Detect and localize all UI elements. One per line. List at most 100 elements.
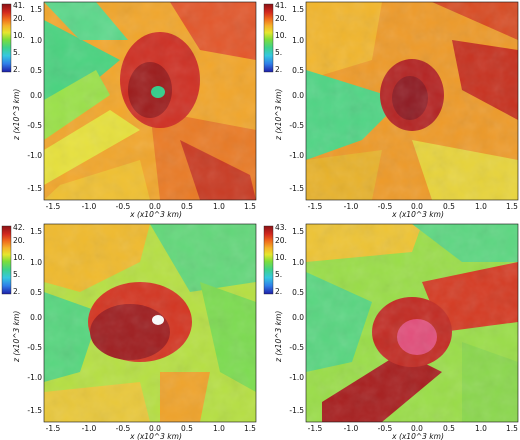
y-tick-label: -0.5	[289, 343, 304, 352]
y-tick-label: 1.5	[292, 227, 304, 236]
x-tick-label: 0.0	[149, 424, 161, 433]
x-tick-label: -1.0	[344, 202, 359, 211]
y-tick-label: 1.5	[292, 5, 304, 14]
colorbar-tick: 5.	[13, 48, 20, 57]
x-tick-label: -1.5	[308, 202, 323, 211]
colorbar-max-label: 41.	[275, 1, 287, 10]
density-field	[44, 224, 256, 422]
y-axis: 1.5 1.0 0.5 0.0 -0.5 -1.0 -1.5 z (x10^3 …	[12, 227, 42, 415]
y-tick-label: 1.0	[292, 258, 304, 267]
simulation-panel: 41. 20. 10. 5. 2. 1.5 1.0 0.5 0.0 -0.5 -…	[262, 0, 520, 219]
x-tick-label: -1.5	[46, 202, 61, 211]
colorbar-tick: 5.	[13, 270, 20, 279]
y-tick-label: -1.0	[27, 151, 42, 160]
y-tick-label: -0.5	[27, 343, 42, 352]
colorbar-tick: 20.	[13, 14, 25, 23]
y-tick-label: -1.0	[289, 151, 304, 160]
y-axis-title: z (x10^3 km)	[274, 89, 283, 141]
colorbar-tick: 10.	[13, 31, 25, 40]
y-tick-label: -1.5	[289, 184, 304, 193]
colorbar	[263, 3, 274, 73]
y-tick-label: -1.5	[27, 406, 42, 415]
x-tick-label: 1.5	[244, 202, 256, 211]
x-axis: -1.5 -1.0 -0.5 0.0 0.5 1.0 1.5 x (x10^3 …	[308, 202, 519, 219]
colorbar	[1, 3, 12, 73]
x-tick-label: 1.0	[213, 202, 225, 211]
density-field	[44, 2, 256, 200]
y-tick-label: 0.5	[30, 66, 42, 75]
x-tick-label: 1.5	[244, 424, 256, 433]
x-axis: -1.5 -1.0 -0.5 0.0 0.5 1.0 1.5 x (x10^3 …	[308, 424, 519, 440]
y-tick-label: -1.0	[27, 373, 42, 382]
x-tick-label: 1.5	[506, 424, 518, 433]
x-tick-label: 0.5	[181, 202, 193, 211]
y-tick-label: -1.5	[289, 406, 304, 415]
y-tick-label: 1.5	[30, 5, 42, 14]
x-tick-label: -1.5	[46, 424, 61, 433]
x-axis-title: x (x10^3 km)	[391, 210, 444, 219]
y-axis-title: z (x10^3 km)	[274, 311, 283, 363]
x-tick-label: 1.0	[213, 424, 225, 433]
y-tick-label: 0.0	[30, 91, 42, 100]
y-tick-label: 0.5	[292, 288, 304, 297]
y-tick-label: 1.0	[292, 36, 304, 45]
x-axis-title: x (x10^3 km)	[391, 432, 444, 440]
y-axis-title: z (x10^3 km)	[12, 89, 21, 141]
x-tick-label: 1.0	[475, 424, 487, 433]
y-tick-label: 1.0	[30, 258, 42, 267]
y-axis: 1.5 1.0 0.5 0.0 -0.5 -1.0 -1.5 z (x10^3 …	[12, 5, 42, 193]
colorbar-tick: 20.	[275, 14, 287, 23]
colorbar-max-label: 43.	[275, 223, 287, 232]
x-tick-label: -1.5	[308, 424, 323, 433]
x-tick-label: -1.0	[82, 202, 97, 211]
x-axis: -1.5 -1.0 -0.5 0.0 0.5 1.0 1.5 x (x10^3 …	[46, 202, 257, 219]
x-tick-label: -1.0	[82, 424, 97, 433]
y-tick-label: 0.5	[292, 66, 304, 75]
x-axis-title: x (x10^3 km)	[129, 432, 182, 440]
x-tick-label: 0.0	[149, 202, 161, 211]
x-tick-label: -0.5	[116, 424, 131, 433]
colorbar-tick: 20.	[13, 236, 25, 245]
y-tick-label: 0.5	[30, 288, 42, 297]
x-tick-label: 0.5	[443, 202, 455, 211]
y-tick-label: -0.5	[289, 121, 304, 130]
colorbar-tick: 2.	[275, 287, 282, 296]
simulation-panel: 43. 20. 10. 5. 2. 1.5 1.0 0.5 0.0 -0.5 -…	[262, 222, 520, 440]
density-field	[306, 2, 518, 200]
y-tick-label: -1.5	[27, 184, 42, 193]
y-tick-label: 0.0	[30, 313, 42, 322]
colorbar-max-label: 42.	[13, 223, 25, 232]
x-tick-label: -1.0	[344, 424, 359, 433]
colorbar-tick: 2.	[13, 65, 20, 74]
x-axis: -1.5 -1.0 -0.5 0.0 0.5 1.0 1.5 x (x10^3 …	[46, 424, 257, 440]
x-tick-label: -0.5	[378, 202, 393, 211]
x-tick-label: 0.0	[411, 202, 423, 211]
x-tick-label: 0.0	[411, 424, 423, 433]
density-field	[306, 224, 518, 422]
colorbar-tick: 2.	[275, 65, 282, 74]
x-tick-label: 1.0	[475, 202, 487, 211]
simulation-panel: 41. 20. 10. 5. 2. 1.5 1.0 0.5 0.0 -0.5 -…	[0, 0, 258, 219]
y-tick-label: 1.5	[30, 227, 42, 236]
x-tick-label: -0.5	[378, 424, 393, 433]
x-tick-label: 1.5	[506, 202, 518, 211]
colorbar-max-label: 41.	[13, 1, 25, 10]
x-tick-label: 0.5	[443, 424, 455, 433]
simulation-panel: 42. 20. 10. 5. 2. 1.5 1.0 0.5 0.0 -0.5 -…	[0, 222, 258, 440]
x-tick-label: 0.5	[181, 424, 193, 433]
x-axis-title: x (x10^3 km)	[129, 210, 182, 219]
y-axis: 1.5 1.0 0.5 0.0 -0.5 -1.0 -1.5 z (x10^3 …	[274, 5, 304, 193]
colorbar	[263, 225, 274, 295]
x-tick-label: -0.5	[116, 202, 131, 211]
y-tick-label: -0.5	[27, 121, 42, 130]
y-tick-label: 0.0	[292, 313, 304, 322]
colorbar	[1, 225, 12, 295]
y-axis-title: z (x10^3 km)	[12, 311, 21, 363]
colorbar-tick: 10.	[275, 253, 287, 262]
colorbar-tick: 5.	[275, 48, 282, 57]
colorbar-tick: 5.	[275, 270, 282, 279]
y-tick-label: 1.0	[30, 36, 42, 45]
colorbar-tick: 10.	[275, 31, 287, 40]
y-tick-label: 0.0	[292, 91, 304, 100]
y-tick-label: -1.0	[289, 373, 304, 382]
